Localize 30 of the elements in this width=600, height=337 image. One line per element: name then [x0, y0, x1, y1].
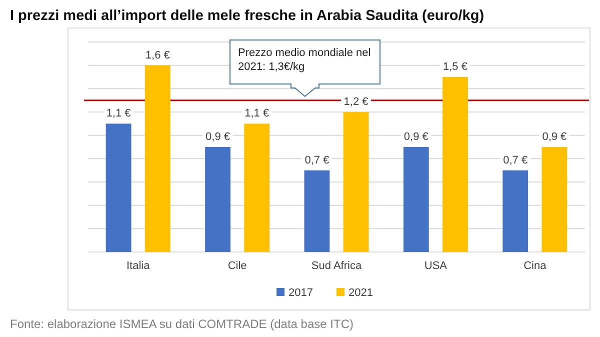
- bar: [205, 147, 230, 252]
- bar: [442, 77, 468, 252]
- ref-line-label: Prezzo medio mondiale nel 2021: 1,3€/kg: [238, 47, 371, 73]
- bar: [244, 124, 270, 252]
- bar: [106, 124, 132, 252]
- data-label: 0,9 €: [404, 131, 428, 143]
- x-tick-label: Sud Africa: [311, 260, 362, 272]
- data-label: 1,2 €: [344, 96, 368, 108]
- chart-title: I prezzi medi all’import delle mele fresche in Arabia Saudita (euro/kg): [10, 8, 484, 24]
- data-label: 1,1 €: [106, 108, 131, 120]
- x-tick-label: Cile: [228, 260, 247, 272]
- bar: [304, 170, 330, 252]
- bar: [502, 170, 528, 252]
- data-label: 1,5 €: [443, 61, 468, 73]
- bar: [542, 147, 568, 252]
- source-note: Fonte: elaborazione ISMEA su dati COMTRADE (data base ITC): [10, 317, 354, 331]
- legend-label: 2017: [288, 287, 313, 299]
- bar: [403, 147, 429, 252]
- x-tick-label: USA: [424, 260, 448, 272]
- data-label: 0,7 €: [503, 154, 528, 166]
- data-label: 1,6 €: [145, 49, 170, 62]
- bar: [343, 112, 369, 252]
- data-label: 1,1 €: [244, 108, 270, 120]
- data-label: 0,9 €: [542, 131, 567, 143]
- data-label: 0,7 €: [304, 154, 330, 166]
- bar: [144, 65, 170, 252]
- x-tick-label: Italia: [126, 260, 151, 272]
- legend-label: 2021: [348, 287, 373, 299]
- x-tick-label: Cina: [524, 260, 548, 272]
- data-label: 0,9 €: [206, 131, 230, 143]
